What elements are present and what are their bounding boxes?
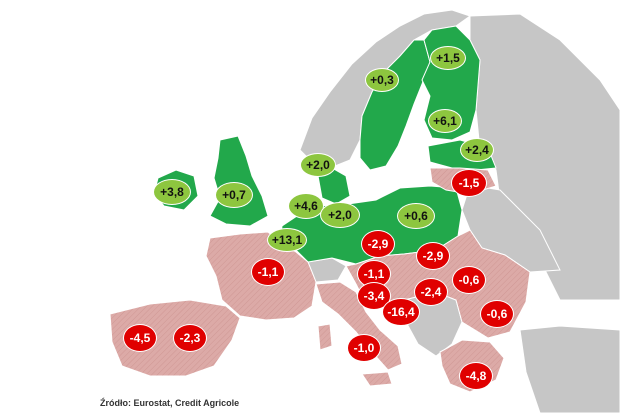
sardinia-region [317, 323, 333, 351]
value-badge-latvia: +2,4 [460, 138, 494, 162]
value-badge-romania: -0,6 [452, 266, 486, 294]
value-badge-netherlands: +4,6 [288, 193, 324, 219]
value-badge-uk: +0,7 [215, 182, 253, 208]
uk-region [209, 135, 269, 227]
value-badge-germany: +2,0 [320, 202, 360, 228]
value-badge-belgium: +13,1 [267, 228, 307, 252]
value-badge-greece: -4,8 [459, 362, 493, 390]
value-badge-portugal: -4,5 [123, 324, 157, 352]
value-badge-lithuania: -1,5 [451, 169, 487, 197]
value-badge-denmark: +2,0 [300, 153, 336, 177]
value-badge-italy: -1,0 [347, 334, 381, 362]
value-badge-bulgaria: -0,6 [480, 300, 514, 328]
value-badge-sweden: +0,3 [365, 68, 399, 92]
value-badge-ireland: +3,8 [153, 179, 191, 205]
source-note: Źródło: Eurostat, Credit Agricole [100, 398, 240, 408]
value-badge-slovakia: -2,9 [416, 242, 450, 270]
value-badge-hungary: -2,4 [414, 278, 448, 306]
value-badge-czechia: -2,9 [361, 230, 395, 258]
turkey-region [519, 325, 620, 413]
value-badge-poland: +0,6 [397, 203, 435, 229]
value-badge-finland: +1,5 [430, 46, 466, 70]
value-badge-croatia: -16,4 [382, 298, 420, 326]
sicily-region [361, 371, 393, 387]
value-badge-estonia: +6,1 [428, 109, 462, 133]
value-badge-spain: -2,3 [173, 324, 207, 352]
value-badge-france: -1,1 [251, 258, 285, 286]
